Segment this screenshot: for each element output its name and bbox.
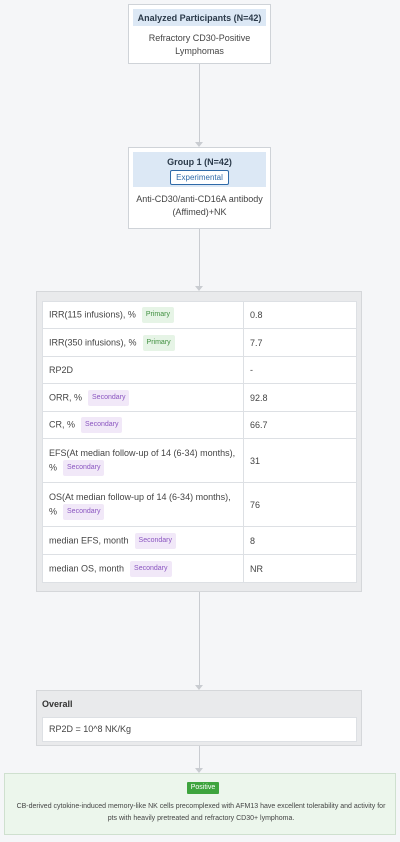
connector-arrow (195, 685, 203, 690)
outcome-value: 8 (243, 526, 357, 555)
conclusion-panel: Positive CB-derived cytokine-induced mem… (4, 773, 396, 835)
group-box: Group 1 (N=42) Experimental Anti-CD30/an… (128, 147, 271, 229)
outcome-label-cell: median OS, month Secondary (42, 554, 244, 583)
outcome-value: NR (243, 554, 357, 583)
outcome-label: median EFS, month (49, 534, 129, 545)
group-description: Anti-CD30/anti-CD16A antibody (Affimed)+… (136, 194, 263, 217)
overall-text: RP2D = 10^8 NK/Kg (42, 717, 357, 742)
outcome-value: 76 (243, 482, 357, 527)
table-row: median OS, month Secondary NR (42, 554, 357, 583)
overall-title: Overall (42, 699, 73, 709)
outcome-value: 66.7 (243, 411, 357, 439)
outcome-label-cell: RP2D (42, 356, 244, 384)
connector-arrow (195, 142, 203, 147)
outcome-value: 7.7 (243, 328, 357, 357)
table-row: ORR, % Secondary 92.8 (42, 383, 357, 412)
table-row: RP2D - (42, 356, 357, 384)
outcome-label: IRR(115 infusions), % (49, 309, 136, 320)
table-row: IRR(115 infusions), % Primary 0.8 (42, 301, 357, 329)
outcomes-panel: IRR(115 infusions), % Primary 0.8 IRR(350 i… (36, 291, 362, 592)
table-row: median EFS, month Secondary 8 (42, 526, 357, 555)
participants-title: Analyzed Participants (N=42) (133, 9, 266, 26)
outcome-value: 31 (243, 438, 357, 483)
table-row: CR, % Secondary 66.7 (42, 411, 357, 439)
outcome-type-badge: Secondary (63, 503, 105, 520)
outcome-label: EFS(At median follow-up of 14 (6-34) mon… (49, 447, 236, 472)
outcome-label-cell: IRR(115 infusions), % Primary (42, 301, 244, 329)
outcome-type-badge: Secondary (81, 417, 123, 433)
outcome-value: 92.8 (243, 383, 357, 412)
positive-badge: Positive (187, 782, 219, 794)
outcome-label-cell: IRR(350 infusions), % Primary (42, 328, 244, 357)
connector-line (199, 64, 200, 142)
conclusion-text: CB-derived cytokine-induced memory-like … (16, 803, 386, 822)
outcome-label: median OS, month (49, 562, 125, 573)
connector-line (199, 746, 200, 768)
outcome-label-cell: OS(At median follow-up of 14 (6-34) mont… (42, 482, 244, 527)
outcome-type-badge: Secondary (134, 532, 177, 549)
outcome-label: RP2D (49, 365, 74, 375)
outcome-value: - (243, 356, 357, 384)
group-header: Group 1 (N=42) Experimental (133, 152, 266, 187)
outcome-value: 0.8 (243, 301, 357, 329)
connector-line (199, 592, 200, 685)
table-row: EFS(At median follow-up of 14 (6-34) mon… (42, 438, 357, 483)
outcome-type-badge: Primary (141, 307, 174, 323)
outcome-label: ORR, % (49, 391, 83, 402)
participants-description: Refractory CD30-Positive Lymphomas (148, 33, 251, 56)
table-row: OS(At median follow-up of 14 (6-34) mont… (42, 482, 357, 527)
table-row: IRR(350 infusions), % Primary 7.7 (42, 328, 357, 357)
connector-line (199, 229, 200, 286)
outcome-type-badge: Primary (142, 334, 175, 351)
group-title: Group 1 (N=42) (167, 157, 232, 167)
outcome-type-badge: Secondary (130, 560, 172, 577)
outcome-label: CR, % (49, 419, 76, 430)
participants-box: Analyzed Participants (N=42) Refractory … (128, 4, 271, 64)
outcome-label-cell: EFS(At median follow-up of 14 (6-34) mon… (42, 438, 244, 483)
connector-arrow (195, 768, 203, 773)
outcome-label-cell: ORR, % Secondary (42, 383, 244, 412)
outcome-type-badge: Secondary (63, 459, 105, 476)
outcome-label: OS(At median follow-up of 14 (6-34) mont… (49, 491, 231, 516)
outcome-label-cell: median EFS, month Secondary (42, 526, 244, 555)
outcome-type-badge: Secondary (88, 389, 130, 406)
overall-panel: Overall RP2D = 10^8 NK/Kg (36, 690, 362, 746)
outcome-label: IRR(350 infusions), % (49, 336, 137, 347)
connector-arrow (195, 286, 203, 291)
experimental-tag: Experimental (170, 170, 229, 185)
outcome-label-cell: CR, % Secondary (42, 411, 244, 439)
outcomes-table: IRR(115 infusions), % Primary 0.8 IRR(350 i… (42, 301, 357, 583)
